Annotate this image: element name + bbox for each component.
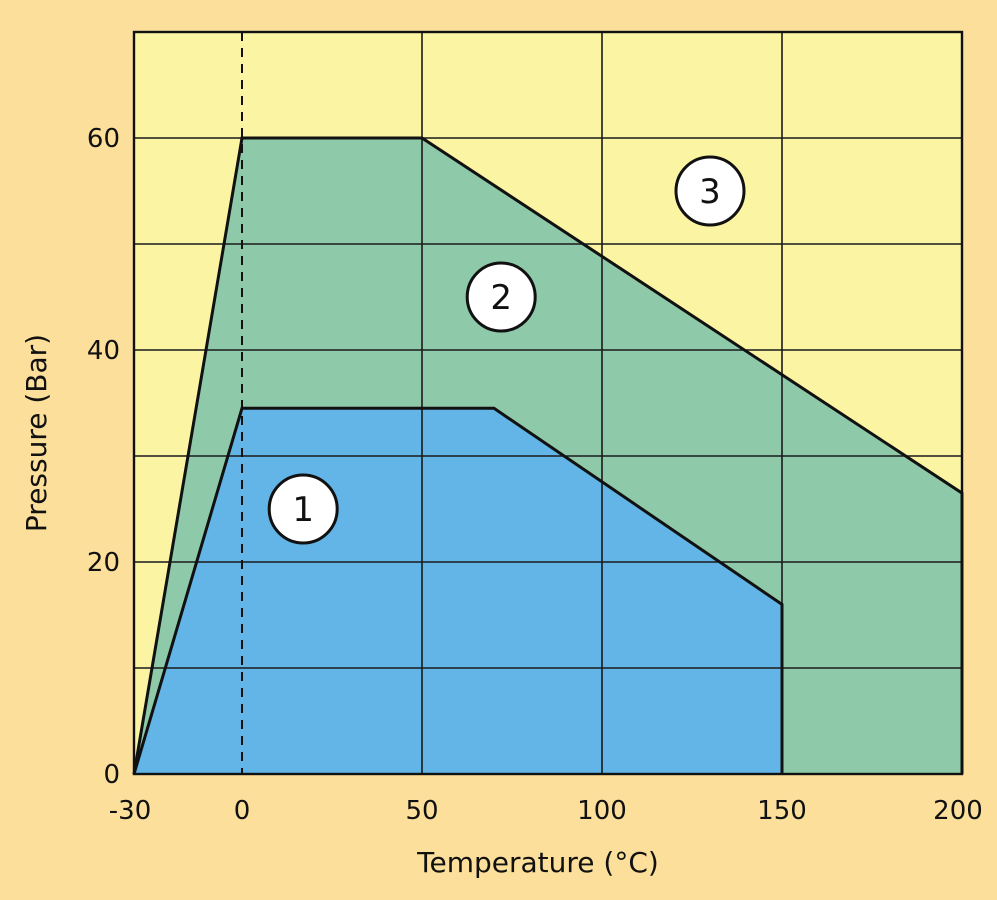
x-axis-label: Temperature (°C) <box>416 846 659 879</box>
gridlines <box>132 30 964 776</box>
region-marker-label: 2 <box>490 278 512 318</box>
x-tick-label: 200 <box>933 796 983 826</box>
region-marker-circle <box>674 155 746 227</box>
region-3-marker: 3 <box>674 155 746 227</box>
region-marker-label: 1 <box>292 490 314 530</box>
region-outlines <box>132 136 964 775</box>
x-tick-label: 100 <box>577 796 627 826</box>
y-tick-label: 40 <box>87 336 120 366</box>
y-tick-label: 0 <box>103 760 120 790</box>
y-tick-label: 60 <box>87 124 120 154</box>
y-tick-label: 20 <box>87 548 120 578</box>
x-tick-label: 150 <box>757 796 807 826</box>
x-tick-label: 0 <box>234 796 251 826</box>
region-1-boundary <box>132 406 784 775</box>
tick-labels: -30 0 50 100 150 200 0 20 40 60 <box>87 124 983 826</box>
region-1-marker: 1 <box>267 473 339 545</box>
y-axis-label: Pressure (Bar) <box>20 334 53 532</box>
region-2-marker: 2 <box>465 261 537 333</box>
x-tick-label: -30 <box>109 796 151 826</box>
region-marker-label: 3 <box>699 172 721 212</box>
plot-frame <box>132 30 964 776</box>
region-labels: 1 2 3 <box>267 155 746 545</box>
region-marker-circle <box>465 261 537 333</box>
region-2-boundary <box>132 136 964 775</box>
x-tick-label: 50 <box>405 796 438 826</box>
region-marker-circle <box>267 473 339 545</box>
